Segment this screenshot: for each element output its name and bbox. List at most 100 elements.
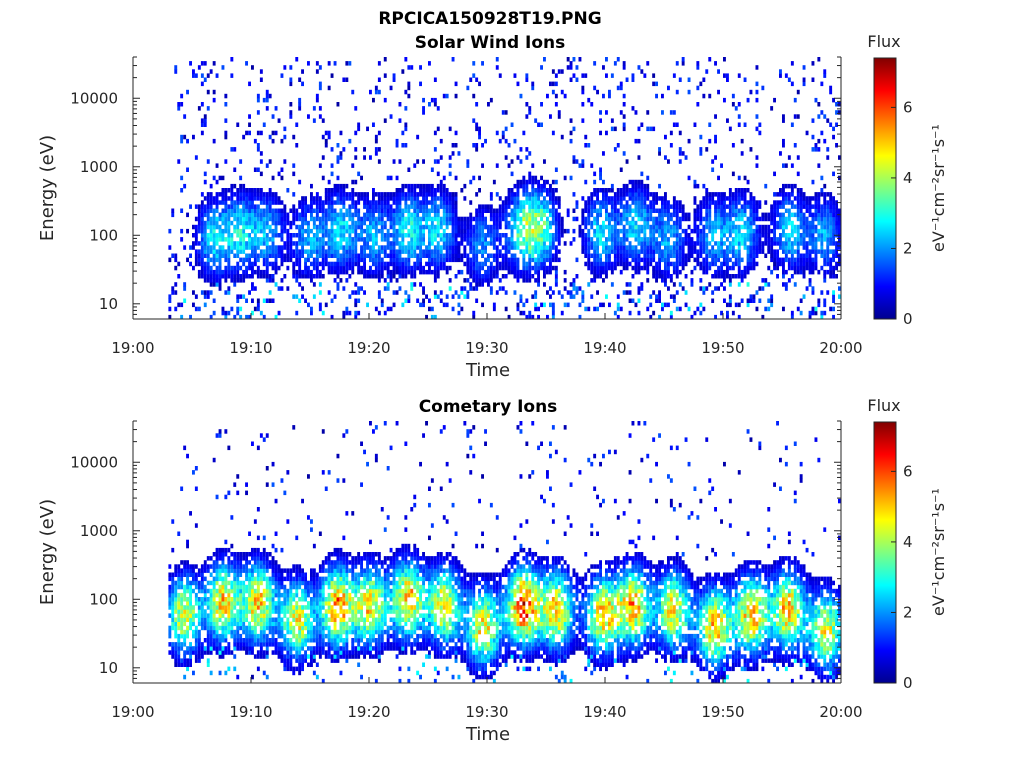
heatmap-cell <box>808 282 812 287</box>
heatmap-cell <box>610 265 614 271</box>
heatmap-cell <box>171 613 175 618</box>
heatmap-cell <box>245 257 248 263</box>
heatmap-cell <box>678 216 682 222</box>
heatmap-cell <box>746 179 750 185</box>
heatmap-cell <box>728 233 732 238</box>
heatmap-cell <box>501 245 505 250</box>
heatmap-cell <box>537 196 540 201</box>
heatmap-cell <box>430 220 434 226</box>
heatmap-cell <box>829 216 833 222</box>
heatmap-cell <box>667 228 670 234</box>
heatmap-cell <box>251 65 254 70</box>
heatmap-cell <box>551 290 555 295</box>
heatmap-cell <box>351 257 355 263</box>
heatmap-cell <box>681 261 685 267</box>
heatmap-cell <box>236 306 240 312</box>
heatmap-cell <box>584 233 588 238</box>
heatmap-cell <box>554 73 558 78</box>
heatmap-cell <box>174 69 178 74</box>
heatmap-cell <box>454 253 458 258</box>
heatmap-cell <box>174 265 178 271</box>
heatmap-cell <box>737 102 741 107</box>
heatmap-cell <box>395 208 399 213</box>
heatmap-cell <box>498 253 502 258</box>
heatmap-cell <box>472 175 476 181</box>
heatmap-cell <box>230 241 234 246</box>
heatmap-cell <box>557 237 561 242</box>
heatmap-cell <box>363 147 366 152</box>
heatmap-cell <box>832 257 835 263</box>
heatmap-cell <box>227 249 231 254</box>
heatmap-cell <box>289 208 293 213</box>
heatmap-cell <box>242 200 246 205</box>
heatmap-cell <box>584 253 588 258</box>
heatmap-cell <box>310 249 313 254</box>
heatmap-cell <box>218 261 222 267</box>
heatmap-cell <box>796 253 800 258</box>
heatmap-cell <box>720 192 723 197</box>
heatmap-cell <box>206 241 210 246</box>
heatmap-cell <box>593 265 597 271</box>
heatmap-cell <box>445 200 449 205</box>
heatmap-cell <box>740 151 744 156</box>
heatmap-cell <box>422 204 425 209</box>
heatmap-cell <box>678 237 682 242</box>
heatmap-cell <box>613 147 617 152</box>
heatmap-cell <box>616 314 620 320</box>
heatmap-cell <box>796 216 800 222</box>
heatmap-cell <box>776 220 779 226</box>
heatmap-cell <box>569 61 573 66</box>
heatmap-cell <box>380 302 384 308</box>
heatmap-cell <box>543 159 546 164</box>
heatmap-cell <box>245 245 248 250</box>
heatmap-cell <box>646 253 650 258</box>
heatmap-cell <box>351 224 355 230</box>
heatmap-cell <box>796 228 800 234</box>
heatmap-cell <box>448 126 452 132</box>
heatmap-cell <box>770 212 774 218</box>
heatmap-cell <box>174 584 178 590</box>
heatmap-cell <box>274 220 278 226</box>
heatmap-cell <box>206 220 210 226</box>
heatmap-cell <box>339 253 343 258</box>
heatmap-cell <box>430 249 434 254</box>
heatmap-cell <box>782 188 785 193</box>
heatmap-cell <box>540 200 543 205</box>
heatmap-cell <box>796 257 800 263</box>
heatmap-cell <box>227 261 231 267</box>
heatmap-cell <box>410 269 414 275</box>
heatmap-cell <box>454 93 458 99</box>
heatmap-cell <box>383 310 387 316</box>
heatmap-cell <box>634 261 638 267</box>
heatmap-cell <box>832 196 835 201</box>
heatmap-cell <box>649 314 653 320</box>
heatmap-cell <box>451 237 455 242</box>
heatmap-cell <box>245 204 248 209</box>
heatmap-cell <box>215 274 219 279</box>
heatmap-cell <box>448 233 452 238</box>
heatmap-cell <box>401 208 405 213</box>
heatmap-cell <box>203 204 207 209</box>
heatmap-cell <box>726 245 729 250</box>
heatmap-cell <box>507 269 511 275</box>
heatmap-cell <box>177 102 181 107</box>
heatmap-cell <box>422 110 425 115</box>
heatmap-cell <box>206 245 210 250</box>
heatmap-cell <box>430 261 434 267</box>
heatmap-cell <box>625 290 629 295</box>
heatmap-cell <box>743 204 747 209</box>
heatmap-cell <box>549 196 552 201</box>
heatmap-cell <box>339 196 343 201</box>
heatmap-cell <box>484 257 487 263</box>
heatmap-cell <box>206 265 210 271</box>
heatmap-cell <box>203 77 207 82</box>
heatmap-cell <box>513 265 517 271</box>
heatmap-cell <box>602 233 605 238</box>
heatmap-cell <box>248 212 251 218</box>
heatmap-cell <box>295 241 299 246</box>
heatmap-cell <box>274 257 278 263</box>
heatmap-cell <box>330 224 334 230</box>
heatmap-cell <box>628 282 632 287</box>
heatmap-cell <box>661 257 664 263</box>
heatmap-cell <box>705 69 709 74</box>
